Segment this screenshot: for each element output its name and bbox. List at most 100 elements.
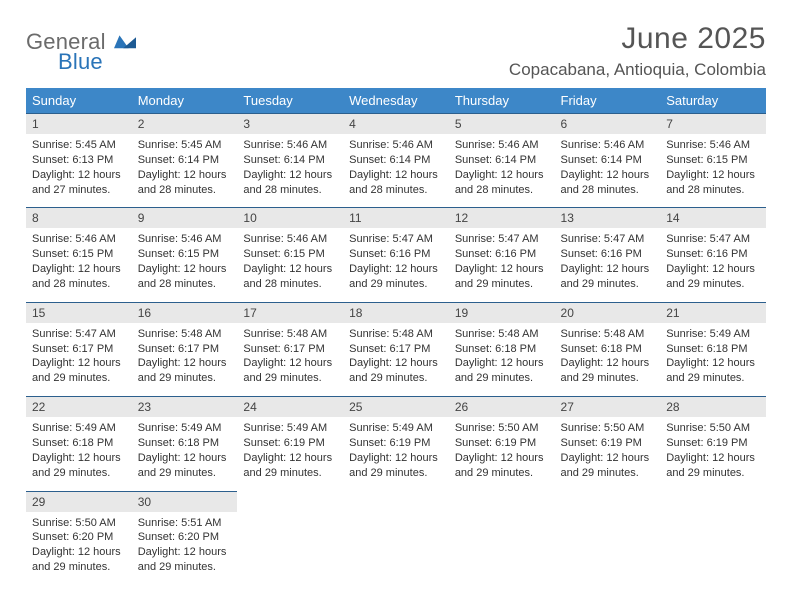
calendar-cell: 16Sunrise: 5:48 AMSunset: 6:17 PMDayligh…	[132, 302, 238, 396]
calendar-cell: 13Sunrise: 5:47 AMSunset: 6:16 PMDayligh…	[555, 208, 661, 302]
brand-logo: General Blue	[26, 22, 136, 73]
day-info: Sunrise: 5:48 AMSunset: 6:18 PMDaylight:…	[449, 323, 555, 396]
day-info: Sunrise: 5:47 AMSunset: 6:17 PMDaylight:…	[26, 323, 132, 396]
dow-header: Thursday	[449, 88, 555, 114]
calendar-cell: 3Sunrise: 5:46 AMSunset: 6:14 PMDaylight…	[237, 114, 343, 208]
calendar-cell: 8Sunrise: 5:46 AMSunset: 6:15 PMDaylight…	[26, 208, 132, 302]
day-number: 2	[132, 114, 238, 134]
calendar-cell: 11Sunrise: 5:47 AMSunset: 6:16 PMDayligh…	[343, 208, 449, 302]
calendar-cell: 26Sunrise: 5:50 AMSunset: 6:19 PMDayligh…	[449, 397, 555, 491]
day-info: Sunrise: 5:46 AMSunset: 6:15 PMDaylight:…	[660, 134, 766, 207]
day-number: 30	[132, 492, 238, 512]
calendar-cell: 21Sunrise: 5:49 AMSunset: 6:18 PMDayligh…	[660, 302, 766, 396]
day-number: 17	[237, 303, 343, 323]
day-number: 25	[343, 397, 449, 417]
day-number: 12	[449, 208, 555, 228]
calendar-cell: ..	[449, 491, 555, 585]
day-number: 14	[660, 208, 766, 228]
day-info: Sunrise: 5:50 AMSunset: 6:19 PMDaylight:…	[555, 417, 661, 490]
day-number: 19	[449, 303, 555, 323]
calendar-cell: 15Sunrise: 5:47 AMSunset: 6:17 PMDayligh…	[26, 302, 132, 396]
day-info: Sunrise: 5:49 AMSunset: 6:19 PMDaylight:…	[237, 417, 343, 490]
calendar-cell: 6Sunrise: 5:46 AMSunset: 6:14 PMDaylight…	[555, 114, 661, 208]
day-number: 8	[26, 208, 132, 228]
day-number: 23	[132, 397, 238, 417]
calendar-cell: 29Sunrise: 5:50 AMSunset: 6:20 PMDayligh…	[26, 491, 132, 585]
day-number: 11	[343, 208, 449, 228]
day-info: Sunrise: 5:49 AMSunset: 6:18 PMDaylight:…	[26, 417, 132, 490]
day-info: Sunrise: 5:51 AMSunset: 6:20 PMDaylight:…	[132, 512, 238, 585]
day-number: 1	[26, 114, 132, 134]
calendar-cell: 9Sunrise: 5:46 AMSunset: 6:15 PMDaylight…	[132, 208, 238, 302]
calendar-cell: 23Sunrise: 5:49 AMSunset: 6:18 PMDayligh…	[132, 397, 238, 491]
dow-header: Saturday	[660, 88, 766, 114]
calendar-cell: ..	[660, 491, 766, 585]
dow-header: Monday	[132, 88, 238, 114]
location-subtitle: Copacabana, Antioquia, Colombia	[509, 60, 766, 80]
calendar-cell: ..	[237, 491, 343, 585]
day-info: Sunrise: 5:46 AMSunset: 6:15 PMDaylight:…	[237, 228, 343, 301]
day-number: 27	[555, 397, 661, 417]
calendar-cell: 20Sunrise: 5:48 AMSunset: 6:18 PMDayligh…	[555, 302, 661, 396]
day-number: 18	[343, 303, 449, 323]
day-info: Sunrise: 5:49 AMSunset: 6:19 PMDaylight:…	[343, 417, 449, 490]
day-info: Sunrise: 5:48 AMSunset: 6:17 PMDaylight:…	[132, 323, 238, 396]
calendar-cell: 14Sunrise: 5:47 AMSunset: 6:16 PMDayligh…	[660, 208, 766, 302]
calendar-cell: 7Sunrise: 5:46 AMSunset: 6:15 PMDaylight…	[660, 114, 766, 208]
calendar-cell: 22Sunrise: 5:49 AMSunset: 6:18 PMDayligh…	[26, 397, 132, 491]
day-info: Sunrise: 5:46 AMSunset: 6:15 PMDaylight:…	[26, 228, 132, 301]
day-info: Sunrise: 5:46 AMSunset: 6:14 PMDaylight:…	[555, 134, 661, 207]
calendar-cell: 17Sunrise: 5:48 AMSunset: 6:17 PMDayligh…	[237, 302, 343, 396]
calendar-cell: 2Sunrise: 5:45 AMSunset: 6:14 PMDaylight…	[132, 114, 238, 208]
day-info: Sunrise: 5:46 AMSunset: 6:14 PMDaylight:…	[449, 134, 555, 207]
day-number: 26	[449, 397, 555, 417]
day-number: 4	[343, 114, 449, 134]
calendar-cell: 4Sunrise: 5:46 AMSunset: 6:14 PMDaylight…	[343, 114, 449, 208]
day-info: Sunrise: 5:45 AMSunset: 6:14 PMDaylight:…	[132, 134, 238, 207]
day-number: 24	[237, 397, 343, 417]
calendar-cell: 27Sunrise: 5:50 AMSunset: 6:19 PMDayligh…	[555, 397, 661, 491]
day-number: 21	[660, 303, 766, 323]
dow-header: Sunday	[26, 88, 132, 114]
day-info: Sunrise: 5:50 AMSunset: 6:19 PMDaylight:…	[660, 417, 766, 490]
day-number: 29	[26, 492, 132, 512]
calendar-cell: ..	[555, 491, 661, 585]
day-number: 3	[237, 114, 343, 134]
day-number: 10	[237, 208, 343, 228]
dow-header: Friday	[555, 88, 661, 114]
day-info: Sunrise: 5:47 AMSunset: 6:16 PMDaylight:…	[449, 228, 555, 301]
day-number: 20	[555, 303, 661, 323]
calendar-cell: 1Sunrise: 5:45 AMSunset: 6:13 PMDaylight…	[26, 114, 132, 208]
day-number: 6	[555, 114, 661, 134]
calendar-cell: 30Sunrise: 5:51 AMSunset: 6:20 PMDayligh…	[132, 491, 238, 585]
day-number: 22	[26, 397, 132, 417]
day-number: 7	[660, 114, 766, 134]
day-number: 15	[26, 303, 132, 323]
calendar-cell: 10Sunrise: 5:46 AMSunset: 6:15 PMDayligh…	[237, 208, 343, 302]
day-info: Sunrise: 5:47 AMSunset: 6:16 PMDaylight:…	[555, 228, 661, 301]
day-info: Sunrise: 5:46 AMSunset: 6:15 PMDaylight:…	[132, 228, 238, 301]
day-info: Sunrise: 5:47 AMSunset: 6:16 PMDaylight:…	[660, 228, 766, 301]
day-info: Sunrise: 5:50 AMSunset: 6:20 PMDaylight:…	[26, 512, 132, 585]
calendar-cell: 12Sunrise: 5:47 AMSunset: 6:16 PMDayligh…	[449, 208, 555, 302]
day-info: Sunrise: 5:47 AMSunset: 6:16 PMDaylight:…	[343, 228, 449, 301]
calendar-cell: 28Sunrise: 5:50 AMSunset: 6:19 PMDayligh…	[660, 397, 766, 491]
day-info: Sunrise: 5:45 AMSunset: 6:13 PMDaylight:…	[26, 134, 132, 207]
calendar-cell: 24Sunrise: 5:49 AMSunset: 6:19 PMDayligh…	[237, 397, 343, 491]
day-number: 13	[555, 208, 661, 228]
day-info: Sunrise: 5:49 AMSunset: 6:18 PMDaylight:…	[132, 417, 238, 490]
calendar-cell: 5Sunrise: 5:46 AMSunset: 6:14 PMDaylight…	[449, 114, 555, 208]
day-info: Sunrise: 5:48 AMSunset: 6:18 PMDaylight:…	[555, 323, 661, 396]
day-info: Sunrise: 5:48 AMSunset: 6:17 PMDaylight:…	[343, 323, 449, 396]
dow-header: Tuesday	[237, 88, 343, 114]
day-number: 28	[660, 397, 766, 417]
day-number: 9	[132, 208, 238, 228]
day-number: 16	[132, 303, 238, 323]
day-info: Sunrise: 5:50 AMSunset: 6:19 PMDaylight:…	[449, 417, 555, 490]
calendar-cell: 25Sunrise: 5:49 AMSunset: 6:19 PMDayligh…	[343, 397, 449, 491]
day-number: 5	[449, 114, 555, 134]
brand-arrow-icon	[114, 31, 136, 49]
calendar-cell: ..	[343, 491, 449, 585]
day-info: Sunrise: 5:49 AMSunset: 6:18 PMDaylight:…	[660, 323, 766, 396]
day-info: Sunrise: 5:46 AMSunset: 6:14 PMDaylight:…	[237, 134, 343, 207]
